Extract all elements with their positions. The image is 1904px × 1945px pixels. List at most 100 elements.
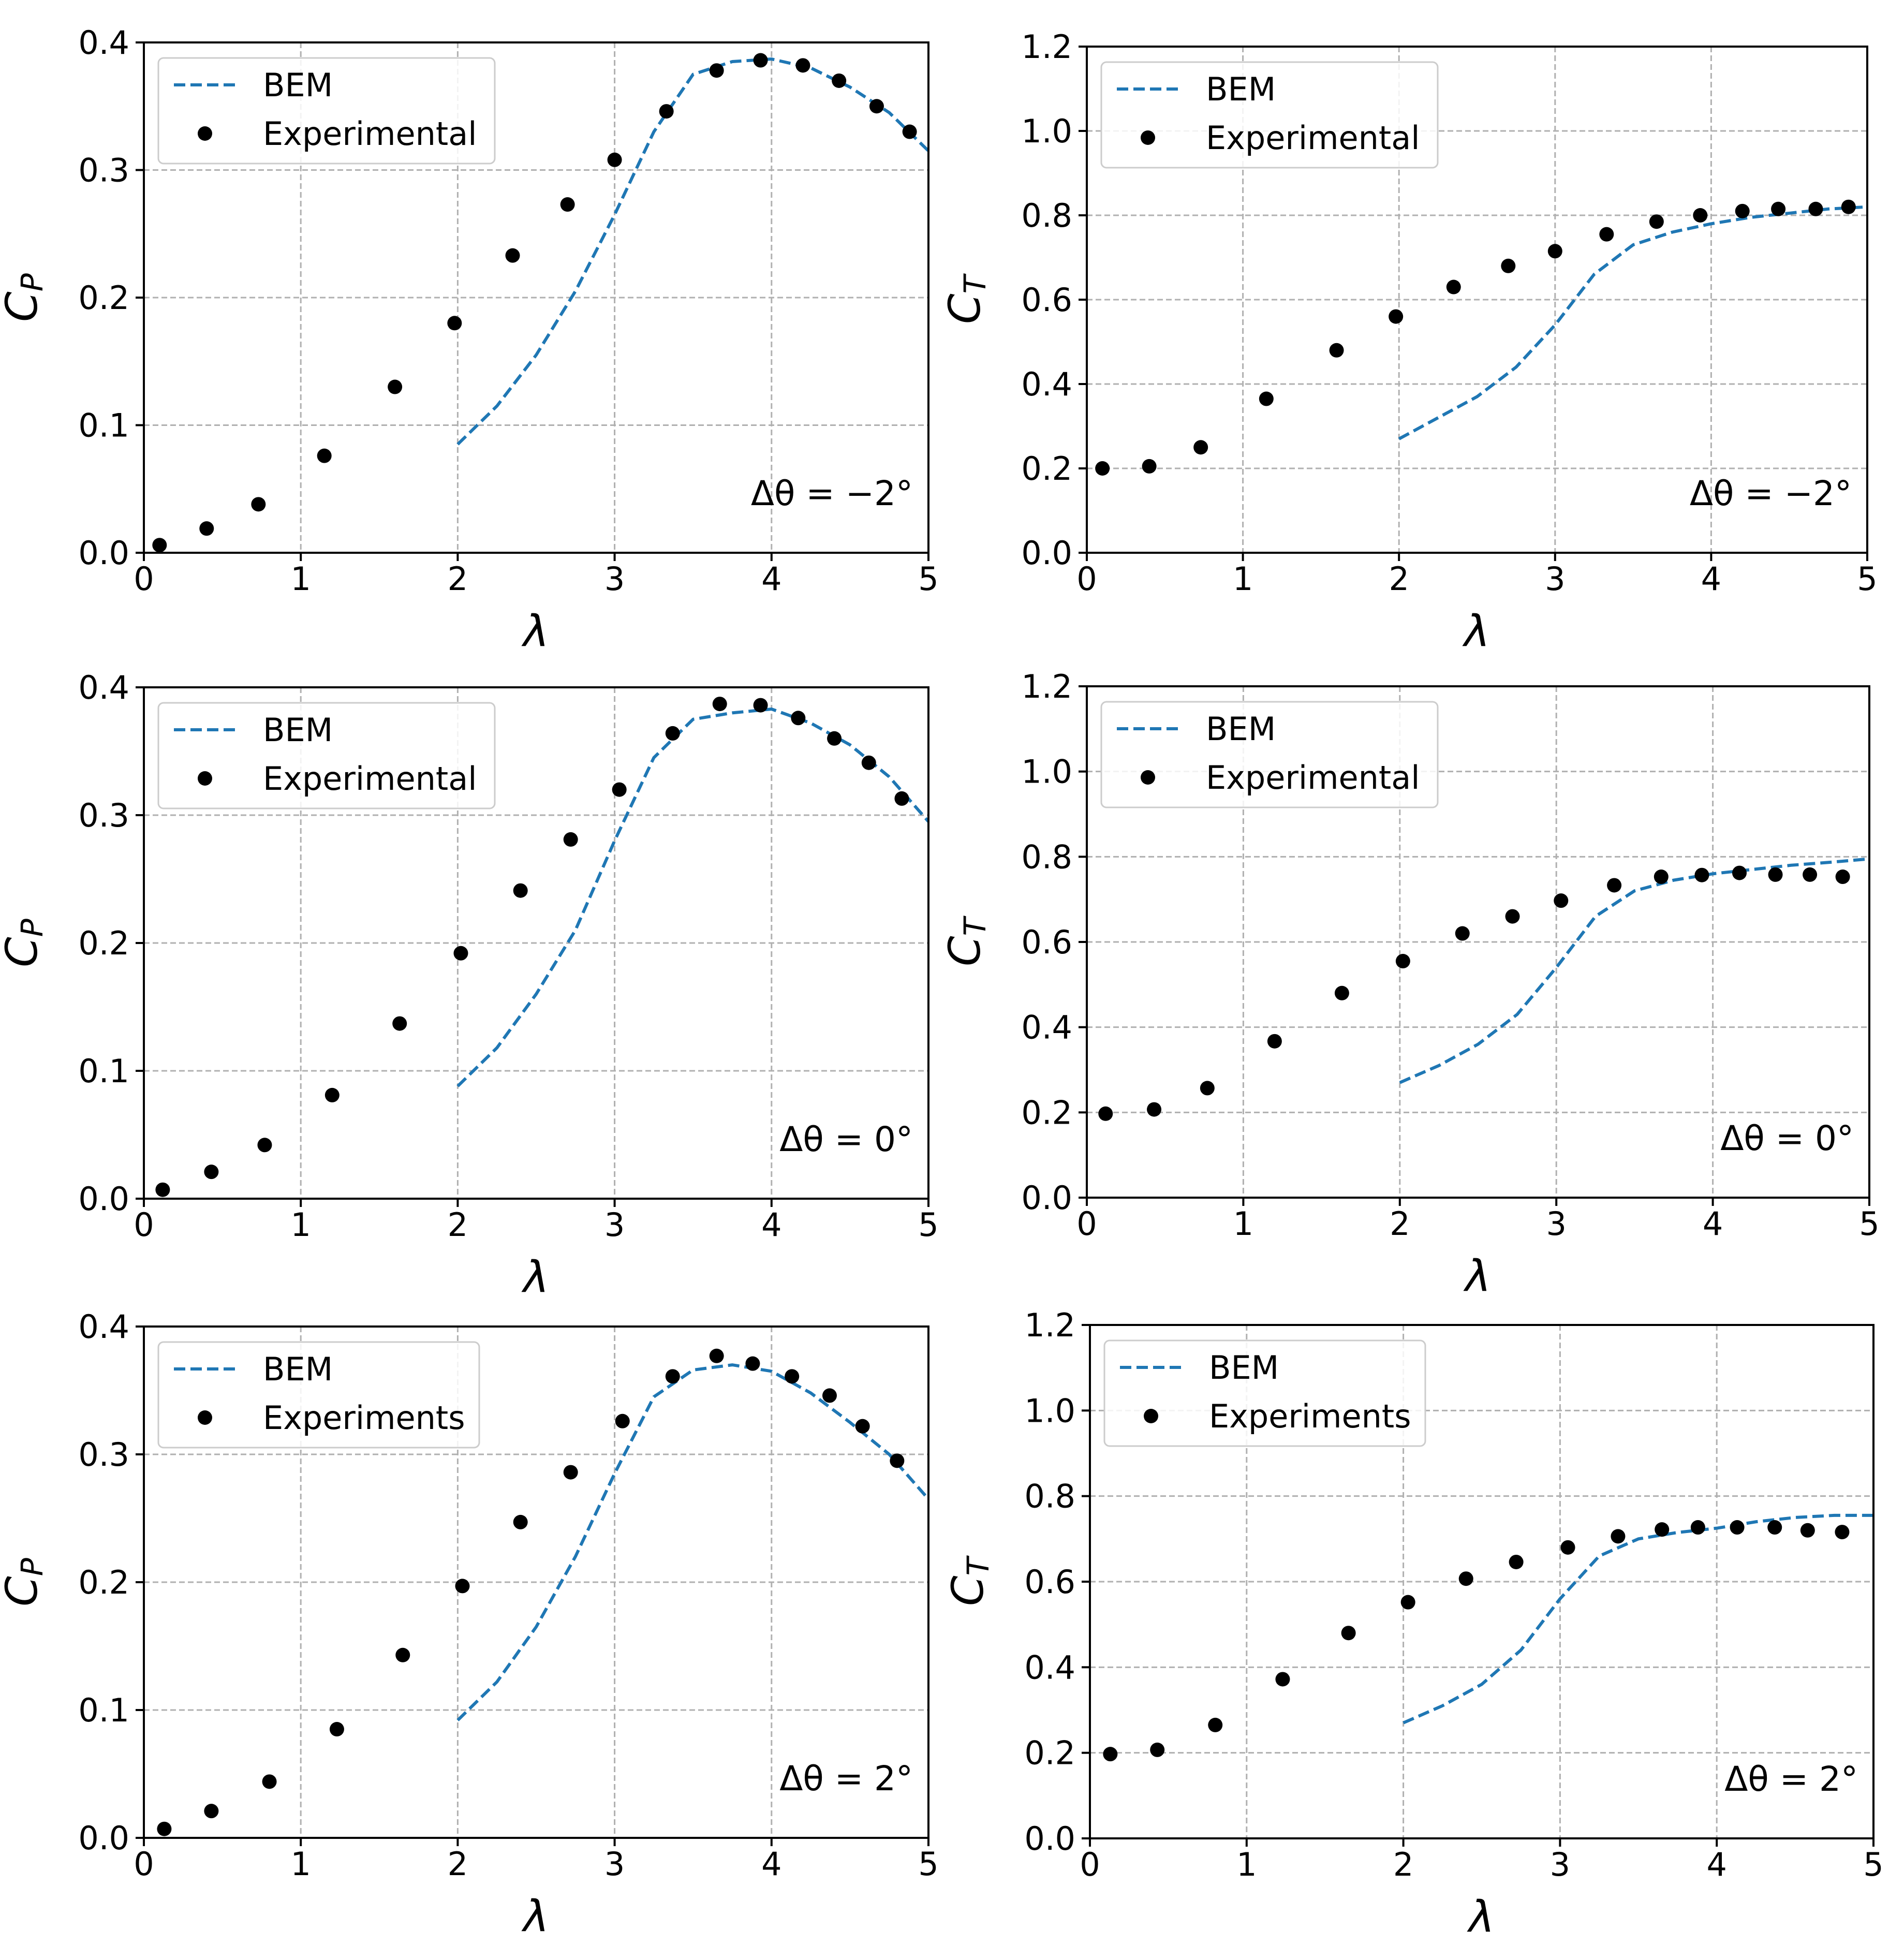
y-tick-label: 0.4	[1021, 365, 1072, 403]
x-tick-label: 1	[290, 560, 311, 598]
y-tick-label: 0.1	[78, 407, 129, 445]
x-tick-label: 0	[1076, 1205, 1097, 1243]
x-tick-label: 1	[1233, 1205, 1253, 1243]
data-point-experimental	[513, 1514, 528, 1529]
chart-panel-cp-minus2: 0 1 2 3 4 5 0.0 0.1 0.2 0.3 0.4 λ CP Δθ = −2° BEM Exper…	[0, 24, 939, 656]
legend: BEM Experimental	[1100, 61, 1439, 169]
legend-box	[1103, 1339, 1426, 1447]
x-tick-label: 1	[290, 1845, 311, 1883]
data-point-experimental	[612, 782, 627, 797]
data-point-experimental	[1803, 867, 1818, 882]
y-tick-label: 0.6	[1021, 923, 1072, 961]
data-point-experimental	[1505, 909, 1520, 924]
data-point-experimental	[1341, 1626, 1356, 1641]
legend-box	[157, 702, 496, 809]
y-tick-label: 0.4	[1024, 1648, 1075, 1686]
y-tick-label: 0.2	[78, 1564, 129, 1601]
data-point-experimental	[1200, 1081, 1215, 1096]
data-point-experimental	[1841, 199, 1856, 214]
y-tick-label: 0.3	[78, 152, 129, 189]
data-point-experimental	[753, 53, 768, 68]
y-axis-label: CP	[0, 1558, 50, 1607]
legend-swatch-experimental	[1141, 130, 1155, 145]
legend-swatch-experimental	[198, 126, 212, 141]
data-point-experimental	[155, 1182, 170, 1197]
data-point-experimental	[395, 1647, 410, 1662]
series-line-bem	[456, 707, 928, 1087]
legend-label-bem: BEM	[1206, 710, 1276, 748]
y-tick-label: 0.4	[78, 1308, 129, 1346]
legend: BEM Experimental	[157, 57, 496, 165]
data-point-experimental	[861, 755, 876, 770]
y-tick-label: 0.1	[78, 1052, 129, 1090]
x-axis-label: λ	[1467, 1891, 1495, 1942]
y-tick-label: 0.2	[1021, 450, 1072, 488]
x-tick-label: 5	[1857, 560, 1877, 598]
data-point-experimental	[1147, 1102, 1162, 1117]
data-point-experimental	[753, 698, 768, 713]
data-point-experimental	[1150, 1742, 1165, 1757]
x-tick-label: 1	[1236, 1846, 1257, 1883]
data-point-experimental	[1547, 244, 1562, 259]
chart-panel-ct-plus2: 0 1 2 3 4 5 0.0 0.2 0.4 0.6 0.8 1.0 1.2 λ CT Δθ = 2° BEM…	[942, 1306, 1884, 1942]
data-point-experimental	[1654, 870, 1669, 885]
data-point-experimental	[1193, 440, 1208, 455]
annotation-delta-theta: Δθ = 0°	[779, 1119, 913, 1159]
x-axis-label: λ	[1462, 606, 1490, 656]
data-point-experimental	[822, 1388, 837, 1403]
x-axis-label: λ	[1463, 1250, 1491, 1301]
y-axis-label: CP	[0, 919, 50, 967]
legend-box	[157, 1341, 480, 1449]
data-point-experimental	[665, 726, 680, 741]
x-tick-label: 2	[448, 1845, 468, 1883]
data-point-experimental	[785, 1369, 800, 1384]
y-tick-label: 1.0	[1021, 112, 1072, 150]
data-point-experimental	[795, 58, 810, 73]
legend: BEM Experimental	[1100, 701, 1439, 808]
data-point-experimental	[1690, 1520, 1705, 1535]
legend: BEM Experiments	[1103, 1339, 1426, 1447]
data-point-experimental	[1458, 1571, 1473, 1586]
y-tick-label: 0.4	[78, 24, 129, 62]
legend-swatch-experimental	[198, 1410, 212, 1425]
y-tick-label: 0.0	[1021, 534, 1072, 572]
chart-panel-ct-0: 0 1 2 3 4 5 0.0 0.2 0.4 0.6 0.8 1.0 1.2 λ CT Δθ = 0° BEM…	[939, 668, 1880, 1301]
data-point-experimental	[1446, 279, 1461, 294]
data-point-experimental	[204, 1165, 219, 1180]
data-point-experimental	[659, 104, 674, 119]
y-tick-label: 0.6	[1024, 1563, 1075, 1601]
y-tick-label: 0.0	[78, 1180, 129, 1218]
data-point-experimental	[1835, 870, 1850, 885]
chart-panel-cp-plus2: 0 1 2 3 4 5 0.0 0.1 0.2 0.3 0.4 λ CP Δθ = 2° BEM Experi…	[0, 1308, 939, 1941]
series-line-bem	[456, 57, 928, 446]
x-tick-label: 4	[761, 560, 781, 598]
x-tick-label: 5	[918, 560, 938, 598]
series-line-bem	[456, 1363, 928, 1721]
x-tick-label: 4	[1701, 560, 1721, 598]
data-point-experimental	[1501, 258, 1516, 273]
data-point-experimental	[204, 1804, 219, 1819]
data-point-experimental	[709, 1348, 724, 1363]
legend-label-bem: BEM	[1209, 1349, 1279, 1387]
data-point-experimental	[1767, 1520, 1782, 1535]
x-tick-label: 3	[1545, 560, 1565, 598]
data-point-experimental	[1835, 1525, 1850, 1540]
x-tick-label: 2	[448, 560, 468, 598]
y-axis-label: CT	[939, 915, 993, 966]
y-axis-label: CT	[939, 273, 993, 324]
data-point-experimental	[392, 1016, 407, 1031]
data-point-experimental	[251, 497, 266, 512]
x-tick-label: 3	[604, 1845, 625, 1883]
data-point-experimental	[832, 73, 847, 88]
data-point-experimental	[329, 1722, 344, 1737]
data-point-experimental	[1693, 208, 1708, 223]
data-point-experimental	[1455, 926, 1470, 941]
y-tick-label: 1.2	[1021, 668, 1072, 705]
legend: BEM Experimental	[157, 702, 496, 809]
data-point-experimental	[791, 711, 806, 726]
x-tick-label: 2	[448, 1206, 468, 1244]
legend-label-bem: BEM	[263, 1350, 333, 1388]
x-tick-label: 0	[1080, 1846, 1100, 1883]
legend-swatch-experimental	[1141, 770, 1155, 785]
